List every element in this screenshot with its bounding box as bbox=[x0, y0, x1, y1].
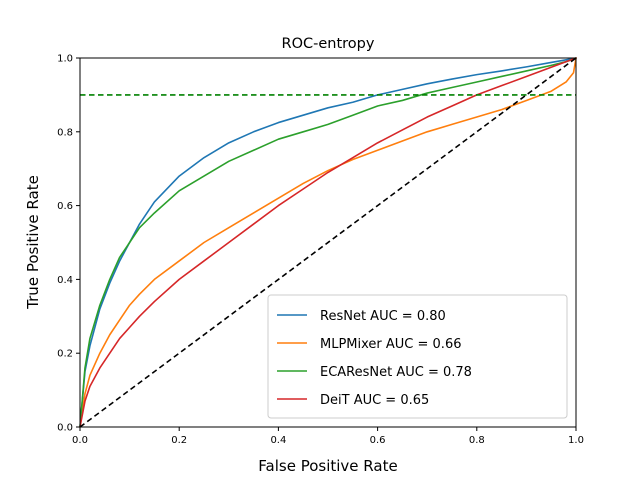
x-axis-label: False Positive Rate bbox=[258, 457, 397, 475]
legend-label-4: DeiT AUC = 0.65 bbox=[320, 393, 429, 408]
x-tick-label: 0.2 bbox=[171, 435, 187, 446]
legend-label-2: MLPMixer AUC = 0.66 bbox=[320, 337, 461, 352]
x-tick-label: 0.4 bbox=[270, 435, 286, 446]
y-tick-label: 0.0 bbox=[57, 423, 73, 434]
legend-label-1: ResNet AUC = 0.80 bbox=[320, 309, 446, 324]
plot-content bbox=[79, 57, 577, 428]
legend-label-3: ECAResNet AUC = 0.78 bbox=[320, 365, 472, 380]
legend-box bbox=[267, 294, 568, 419]
series-line-4 bbox=[79, 57, 577, 428]
y-tick-label: 0.6 bbox=[57, 201, 73, 212]
y-tick-label: 0.8 bbox=[57, 127, 73, 138]
legend: ResNet AUC = 0.80 MLPMixer AUC = 0.66 ECAR… bbox=[267, 294, 568, 419]
y-tick-label: 1.0 bbox=[57, 54, 73, 65]
diagonal-reference-line bbox=[79, 57, 577, 428]
series-line-1 bbox=[79, 57, 577, 428]
y-tick-label: 0.2 bbox=[57, 349, 73, 360]
x-tick-label: 1.0 bbox=[568, 435, 584, 446]
axes-frame bbox=[79, 57, 577, 428]
x-tick-label: 0.8 bbox=[469, 435, 485, 446]
series-line-3 bbox=[79, 57, 577, 428]
chart-title: ROC-entropy bbox=[282, 36, 375, 52]
x-ticks: 0.0 0.2 0.4 0.6 0.8 1.0 bbox=[72, 427, 584, 446]
y-tick-label: 0.4 bbox=[57, 275, 73, 286]
x-tick-label: 0.0 bbox=[72, 435, 88, 446]
y-ticks: 0.0 0.2 0.4 0.6 0.8 1.0 bbox=[57, 54, 80, 434]
y-axis-label: True Positive Rate bbox=[24, 175, 42, 310]
x-tick-label: 0.6 bbox=[370, 435, 386, 446]
